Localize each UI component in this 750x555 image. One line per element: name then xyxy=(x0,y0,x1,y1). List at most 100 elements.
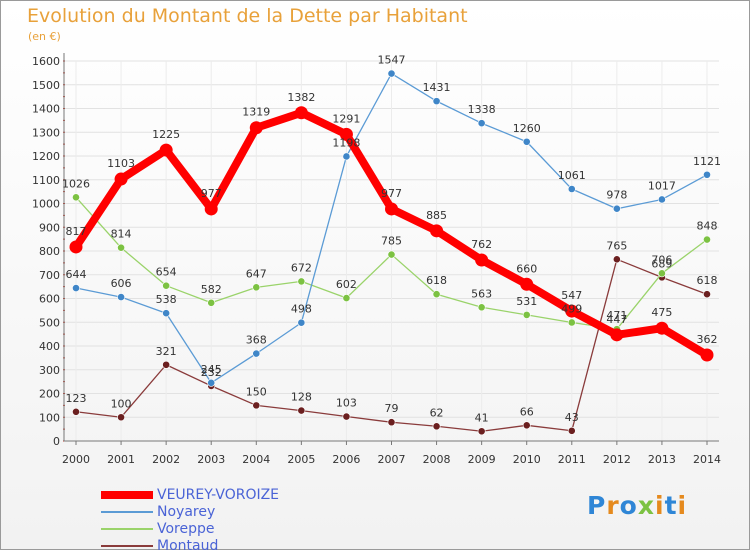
data-label: 1319 xyxy=(242,106,270,119)
data-point xyxy=(72,193,80,202)
y-tick-label: 300 xyxy=(39,364,60,377)
data-label: 1026 xyxy=(62,177,90,190)
data-point xyxy=(565,304,579,318)
data-label: 128 xyxy=(291,391,312,404)
data-label: 1291 xyxy=(332,112,360,125)
data-point xyxy=(658,269,666,278)
logo-letter: P xyxy=(587,491,607,520)
data-point xyxy=(162,360,171,369)
data-label: 1382 xyxy=(287,91,315,104)
data-point xyxy=(432,422,441,431)
x-tick-label: 2004 xyxy=(242,453,270,466)
data-point xyxy=(522,421,531,430)
x-tick-label: 2008 xyxy=(423,453,451,466)
y-tick-label: 200 xyxy=(39,388,60,401)
data-label: 654 xyxy=(156,266,177,279)
data-point xyxy=(249,121,263,135)
data-point xyxy=(117,243,125,252)
data-point xyxy=(522,310,531,319)
data-label: 1260 xyxy=(513,122,541,135)
data-label: 232 xyxy=(201,366,222,379)
data-label: 1103 xyxy=(107,157,135,170)
data-label: 245 xyxy=(201,363,222,376)
data-point xyxy=(567,185,576,193)
data-label: 978 xyxy=(606,189,627,202)
data-point xyxy=(385,202,398,216)
data-label: 150 xyxy=(246,385,267,398)
data-point xyxy=(567,318,576,327)
data-label: 647 xyxy=(246,267,267,280)
data-label: 471 xyxy=(606,309,627,322)
data-point xyxy=(69,240,83,254)
y-tick-label: 1400 xyxy=(32,103,60,116)
data-point xyxy=(207,378,216,387)
data-point xyxy=(342,294,351,302)
y-tick-label: 1200 xyxy=(32,150,60,163)
x-tick-label: 2003 xyxy=(197,453,225,466)
data-label: 618 xyxy=(426,274,447,287)
data-label: 103 xyxy=(336,397,357,410)
data-point xyxy=(207,298,216,307)
data-label: 123 xyxy=(66,392,87,405)
data-point xyxy=(252,401,261,410)
data-label: 1017 xyxy=(648,179,676,192)
chart-unit-label: (en €) xyxy=(28,30,61,43)
data-point xyxy=(432,97,441,106)
data-label: 785 xyxy=(381,235,402,248)
data-label: 606 xyxy=(111,277,132,290)
data-label: 977 xyxy=(201,187,222,200)
legend-swatch xyxy=(101,491,153,499)
data-label: 765 xyxy=(606,239,627,252)
data-point xyxy=(567,426,576,435)
legend-label: VEUREY-VOROIZE xyxy=(157,487,280,503)
logo-letter: r xyxy=(606,491,620,520)
data-label: 531 xyxy=(516,295,537,308)
proxiti-logo: Proxiti xyxy=(587,491,687,520)
data-point xyxy=(477,303,486,312)
data-point xyxy=(162,309,171,318)
data-label: 848 xyxy=(697,220,718,233)
data-label: 547 xyxy=(561,289,582,302)
data-label: 644 xyxy=(66,268,87,281)
data-point xyxy=(117,293,125,301)
y-tick-label: 800 xyxy=(39,245,60,258)
y-tick-label: 1600 xyxy=(32,55,60,68)
logo-letter: o xyxy=(619,491,638,520)
y-tick-label: 1500 xyxy=(32,79,60,92)
x-tick-label: 2009 xyxy=(468,453,496,466)
y-tick-label: 0 xyxy=(53,435,60,448)
data-point xyxy=(339,127,353,141)
x-tick-label: 2012 xyxy=(603,453,631,466)
data-label: 321 xyxy=(156,345,177,358)
data-label: 66 xyxy=(520,405,534,418)
logo-letter: t xyxy=(664,491,678,520)
data-label: 672 xyxy=(291,261,312,274)
data-point xyxy=(432,290,441,299)
series-lines xyxy=(69,69,714,436)
data-point xyxy=(72,284,80,292)
legend-label: Montaud xyxy=(157,538,219,554)
data-point xyxy=(703,235,711,244)
x-tick-label: 2005 xyxy=(287,453,315,466)
data-point xyxy=(342,152,351,161)
data-label: 1061 xyxy=(558,169,586,182)
data-point xyxy=(520,277,534,291)
data-label: 538 xyxy=(156,293,177,306)
data-point xyxy=(612,204,621,213)
data-point xyxy=(252,283,261,292)
data-label: 498 xyxy=(291,303,312,316)
data-label: 689 xyxy=(651,257,672,270)
y-tick-label: 900 xyxy=(39,221,60,234)
x-tick-label: 2000 xyxy=(62,453,90,466)
data-point xyxy=(162,281,171,290)
data-label: 100 xyxy=(111,397,132,410)
data-point xyxy=(294,106,308,120)
data-point xyxy=(114,172,128,186)
data-label: 475 xyxy=(651,306,672,319)
data-point xyxy=(477,427,486,436)
data-point xyxy=(658,195,666,204)
data-label: 79 xyxy=(385,402,399,415)
data-point xyxy=(159,143,173,157)
data-label: 563 xyxy=(471,287,492,300)
